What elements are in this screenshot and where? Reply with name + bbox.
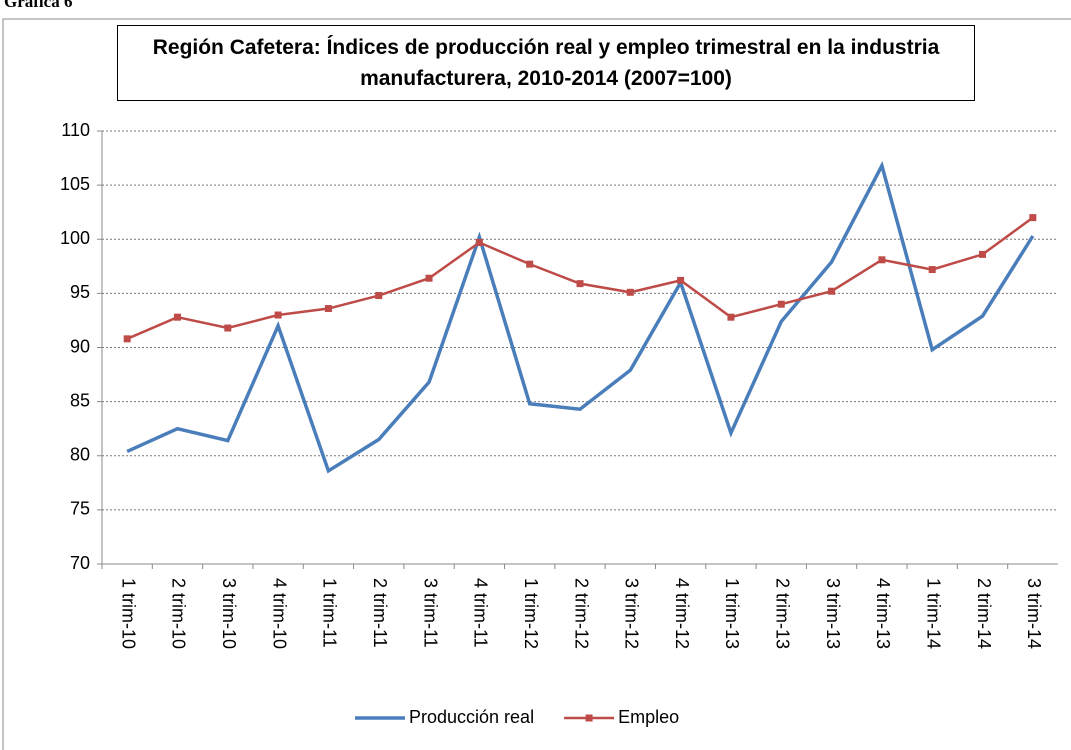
series-line	[126, 160, 1035, 474]
x-tick-label: 2 trim-11	[370, 578, 390, 648]
x-tick-label: 2 trim-14	[974, 578, 994, 649]
point	[928, 266, 936, 274]
point	[173, 313, 181, 321]
x-tick-label: 2 trim-13	[773, 578, 793, 649]
y-tick-label: 75	[70, 499, 90, 519]
x-tick-label: 2 trim-12	[571, 578, 591, 649]
y-tick-label: 105	[60, 174, 90, 194]
point	[274, 311, 282, 319]
y-tick-label: 80	[70, 445, 90, 465]
x-tick-label: 3 trim-14	[1024, 578, 1044, 649]
y-tick-label: 70	[70, 553, 90, 573]
x-tick-label: 1 trim-12	[521, 578, 541, 649]
point	[979, 250, 987, 258]
y-tick-label: 85	[70, 390, 90, 410]
point	[324, 305, 332, 313]
point	[727, 313, 735, 321]
point	[576, 280, 584, 288]
x-tick-label: 3 trim-10	[219, 578, 239, 649]
x-tick-label: 3 trim-12	[622, 578, 642, 649]
x-tick-label: 3 trim-11	[420, 578, 440, 648]
point	[475, 238, 483, 246]
x-tick-label: 3 trim-13	[823, 578, 843, 649]
point	[626, 288, 634, 296]
y-tick-label: 90	[70, 336, 90, 356]
series-line	[126, 216, 1034, 340]
chart-title: Región Cafetera: Índices de producción r…	[117, 25, 975, 101]
x-tick-label: 4 trim-12	[672, 578, 692, 649]
y-tick-label: 95	[70, 282, 90, 302]
point	[1029, 214, 1037, 222]
point	[777, 300, 785, 308]
x-tick-label: 1 trim-10	[118, 578, 138, 649]
point	[224, 324, 232, 332]
point	[677, 276, 685, 284]
point	[828, 287, 836, 295]
y-tick-label: 110	[61, 120, 90, 140]
point	[425, 274, 433, 282]
x-tick-label: 1 trim-13	[722, 578, 742, 649]
x-tick-label: 4 trim-13	[873, 578, 893, 649]
x-tick-label: 2 trim-10	[169, 578, 189, 649]
x-tick-label: 4 trim-10	[269, 578, 289, 649]
legend-label: Producción real	[409, 707, 534, 727]
x-tick-label: 4 trim-11	[471, 578, 491, 648]
y-tick-label: 100	[60, 228, 90, 248]
point	[375, 292, 383, 300]
x-tick-label: 1 trim-14	[923, 578, 943, 649]
chart-border	[2, 18, 1071, 750]
heading: Gráfica 6	[4, 0, 73, 11]
legend-label: Empleo	[618, 707, 679, 727]
point	[123, 335, 131, 343]
legend-marker	[585, 714, 593, 722]
point	[878, 256, 886, 264]
x-tick-label: 1 trim-11	[320, 578, 340, 648]
point	[526, 260, 534, 268]
